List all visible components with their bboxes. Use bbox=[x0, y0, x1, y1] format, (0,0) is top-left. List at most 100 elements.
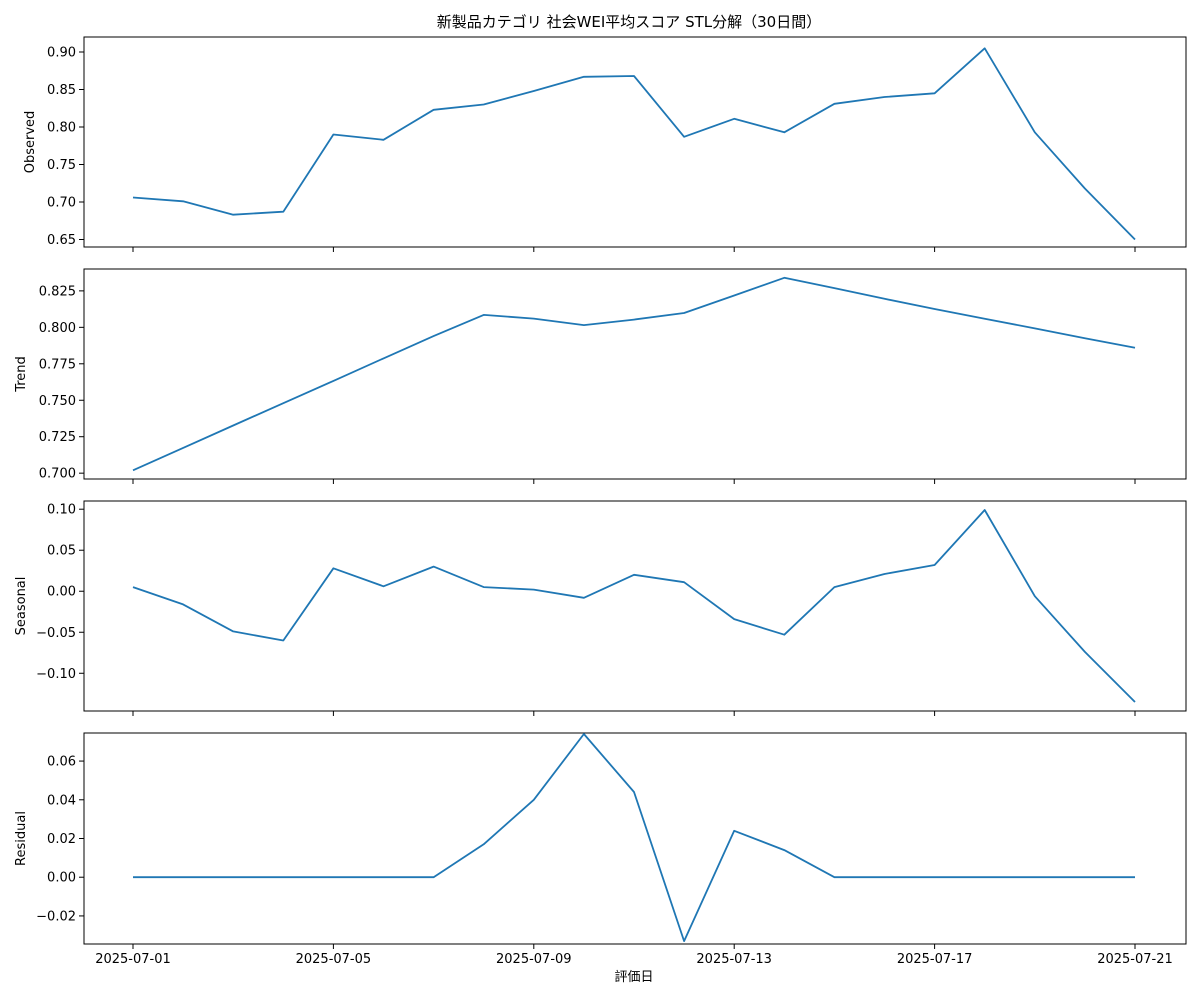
y-tick-label: 0.70 bbox=[47, 196, 76, 211]
data-point bbox=[583, 324, 585, 326]
panels-group: 0.65 0.70 0.75 0.80 0.85 0.90 Observed 0.700 0.7… bbox=[14, 36, 1187, 967]
data-point bbox=[884, 298, 886, 300]
y-axis-label-residual: Residual bbox=[14, 811, 29, 866]
data-point bbox=[683, 136, 685, 138]
y-tick-label: 0.725 bbox=[39, 430, 76, 445]
data-point bbox=[483, 843, 485, 845]
data-point bbox=[483, 314, 485, 316]
data-point bbox=[232, 876, 234, 878]
data-point bbox=[1084, 337, 1086, 339]
data-point bbox=[683, 312, 685, 314]
data-point bbox=[833, 876, 835, 878]
data-point bbox=[984, 876, 986, 878]
data-point bbox=[633, 319, 635, 321]
data-point bbox=[833, 287, 835, 289]
data-point bbox=[1034, 327, 1036, 329]
data-point bbox=[733, 295, 735, 297]
data-point bbox=[733, 618, 735, 620]
data-point bbox=[1084, 876, 1086, 878]
chart-title: 新製品カテゴリ 社会WEI平均スコア STL分解（30日間） bbox=[437, 13, 821, 31]
x-tick-label: 2025-07-13 bbox=[696, 952, 772, 967]
series-line-observed bbox=[132, 47, 1136, 241]
data-point bbox=[934, 308, 936, 310]
data-point bbox=[282, 639, 284, 641]
data-point bbox=[332, 134, 334, 136]
x-tick-label: 2025-07-17 bbox=[897, 952, 973, 967]
series-line-trend bbox=[132, 276, 1136, 472]
data-point bbox=[1034, 131, 1036, 133]
data-point bbox=[182, 447, 184, 449]
y-tick-label: −0.05 bbox=[36, 626, 76, 641]
y-tick-label: 0.00 bbox=[47, 871, 76, 886]
data-point bbox=[182, 876, 184, 878]
y-tick-label: 0.06 bbox=[47, 755, 76, 770]
y-tick-label: 0.825 bbox=[39, 284, 76, 299]
data-point bbox=[934, 92, 936, 94]
data-point bbox=[1134, 701, 1136, 703]
y-tick-label: 0.800 bbox=[39, 321, 76, 336]
data-point bbox=[433, 335, 435, 337]
data-point bbox=[884, 96, 886, 98]
y-tick-label: 0.80 bbox=[47, 121, 76, 136]
data-point bbox=[1034, 876, 1036, 878]
data-point bbox=[733, 118, 735, 120]
data-point bbox=[332, 876, 334, 878]
y-tick-label: 0.700 bbox=[39, 467, 76, 482]
data-point bbox=[282, 402, 284, 404]
panel-observed: 0.65 0.70 0.75 0.80 0.85 0.90 Observed bbox=[23, 36, 1187, 252]
x-tick-label: 2025-07-21 bbox=[1097, 952, 1173, 967]
data-point bbox=[132, 469, 134, 471]
data-point bbox=[533, 589, 535, 591]
data-point bbox=[633, 791, 635, 793]
data-point bbox=[633, 75, 635, 77]
data-point bbox=[783, 277, 785, 279]
data-point bbox=[1084, 651, 1086, 653]
panel-frame-seasonal bbox=[83, 500, 1187, 712]
y-tick-label: 0.85 bbox=[47, 83, 76, 98]
data-point bbox=[433, 109, 435, 111]
data-point bbox=[483, 104, 485, 106]
y-tick-label: 0.750 bbox=[39, 394, 76, 409]
data-point bbox=[833, 103, 835, 105]
data-point bbox=[383, 357, 385, 359]
data-point bbox=[1134, 347, 1136, 349]
data-point bbox=[232, 424, 234, 426]
data-point bbox=[282, 876, 284, 878]
y-tick-label: 0.775 bbox=[39, 357, 76, 372]
data-point bbox=[583, 76, 585, 78]
data-point bbox=[483, 586, 485, 588]
data-point bbox=[332, 380, 334, 382]
y-axis-label-seasonal: Seasonal bbox=[14, 577, 29, 636]
data-point bbox=[232, 214, 234, 216]
y-tick-label: 0.65 bbox=[47, 233, 76, 248]
y-tick-label: −0.02 bbox=[36, 909, 76, 924]
data-point bbox=[833, 586, 835, 588]
data-point bbox=[633, 574, 635, 576]
y-tick-label: 0.04 bbox=[47, 793, 76, 808]
x-axis-label: 評価日 bbox=[614, 970, 653, 985]
data-point bbox=[984, 47, 986, 49]
series-line-seasonal bbox=[132, 509, 1136, 703]
panel-seasonal: −0.10 −0.05 0.00 0.05 0.10 Seasonal bbox=[14, 500, 1187, 716]
data-point bbox=[683, 581, 685, 583]
data-point bbox=[182, 603, 184, 605]
data-point bbox=[533, 318, 535, 320]
x-tick-label: 2025-07-05 bbox=[296, 952, 372, 967]
data-point bbox=[383, 876, 385, 878]
data-point bbox=[783, 849, 785, 851]
data-point bbox=[1134, 239, 1136, 241]
panel-trend: 0.700 0.725 0.750 0.775 0.800 0.825 Trend bbox=[14, 268, 1187, 484]
panel-frame-observed bbox=[83, 36, 1187, 248]
data-point bbox=[1134, 876, 1136, 878]
x-tick-label: 2025-07-01 bbox=[95, 952, 171, 967]
y-axis-label-observed: Observed bbox=[23, 111, 38, 174]
panel-frame-residual bbox=[83, 732, 1187, 945]
y-tick-label: 0.90 bbox=[47, 46, 76, 61]
y-tick-label: 0.75 bbox=[47, 158, 76, 173]
data-point bbox=[132, 876, 134, 878]
data-point bbox=[683, 940, 685, 942]
x-tick-label: 2025-07-09 bbox=[496, 952, 572, 967]
y-tick-label: 0.02 bbox=[47, 832, 76, 847]
data-point bbox=[383, 585, 385, 587]
